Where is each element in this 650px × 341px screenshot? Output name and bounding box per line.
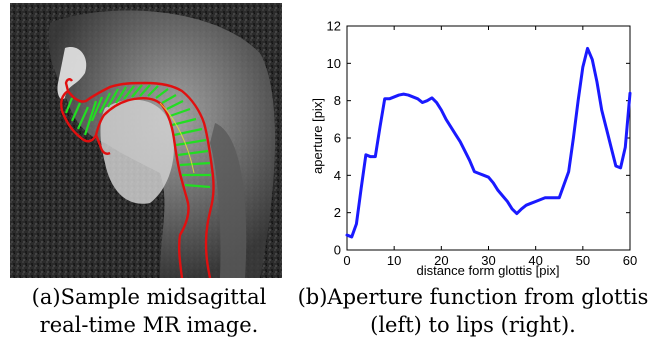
caption-b: (b)Aperture function from glottis (left)… (296, 283, 650, 339)
x-tick-label: 30 (481, 253, 495, 268)
plot-frame (346, 25, 631, 251)
caption-b-line1: (b)Aperture function from glottis (297, 285, 649, 309)
y-tick-label: 8 (334, 93, 341, 108)
x-tick-label: 10 (387, 253, 401, 268)
x-tick-label: 60 (623, 253, 637, 268)
x-tick-label: 20 (434, 253, 448, 268)
x-axis-label: distance form glottis [pix] (416, 263, 559, 278)
y-tick-label: 6 (334, 131, 341, 146)
y-tick-label: 10 (327, 56, 341, 71)
x-tick-label: 50 (576, 253, 590, 268)
y-tick-label: 4 (334, 168, 341, 183)
mr-image (10, 3, 282, 278)
x-tick-label: 0 (343, 253, 350, 268)
aperture-lines (64, 84, 211, 189)
aperture-series-line (345, 46, 632, 239)
caption-a-line1: (a)Sample midsagittal (31, 285, 267, 309)
series-layer (345, 46, 632, 239)
plot-area (346, 25, 631, 251)
x-tick-label: 40 (528, 253, 542, 268)
aperture-chart: 0 10 20 30 40 50 60 0 2 4 6 8 10 12 distance form glo… (310, 19, 638, 279)
y-axis-label: aperture [pix] (310, 98, 325, 174)
axis-ticks: 0 10 20 30 40 50 60 0 2 4 6 8 10 12 (327, 19, 638, 269)
y-tick-label: 0 (334, 243, 341, 258)
y-tick-label: 12 (327, 19, 341, 34)
caption-a: (a)Sample midsagittal real-time MR image… (0, 283, 298, 339)
caption-a-line2: real-time MR image. (39, 313, 259, 337)
y-tick-label: 2 (334, 205, 341, 220)
caption-b-line2: (left) to lips (right). (370, 313, 576, 337)
